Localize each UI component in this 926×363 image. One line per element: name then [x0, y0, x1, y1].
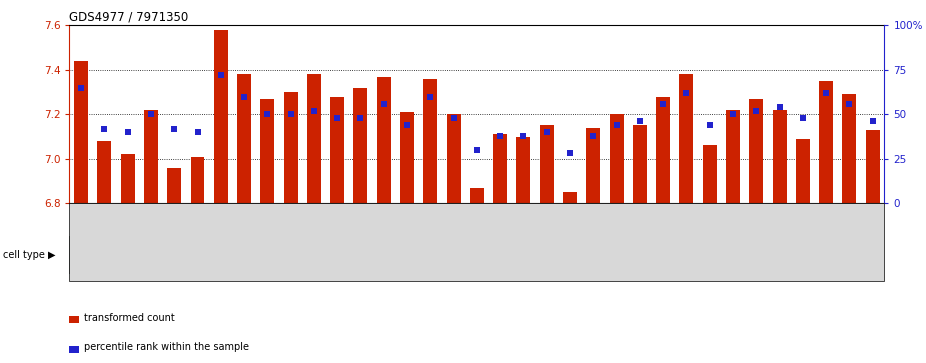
Text: cell type: cell type	[3, 250, 44, 260]
Bar	[517, 136, 531, 203]
Bar	[563, 192, 577, 203]
Text: percentile rank within the sample: percentile rank within the sample	[84, 342, 249, 352]
Point	[423, 94, 438, 99]
Bar	[749, 99, 763, 203]
Point	[609, 122, 624, 128]
Point	[842, 101, 857, 107]
Bar	[186, 236, 465, 274]
Bar	[866, 130, 880, 203]
Bar	[843, 94, 857, 203]
Point	[632, 119, 647, 125]
Point	[446, 115, 461, 121]
Bar	[423, 79, 437, 203]
Bar	[446, 114, 460, 203]
Bar	[680, 74, 694, 203]
Point	[144, 111, 158, 117]
Text: GDS4977 / 7971350: GDS4977 / 7971350	[69, 11, 189, 24]
Bar	[628, 236, 884, 274]
Text: germinal center B
cell healthy: germinal center B cell healthy	[87, 245, 169, 265]
Point	[586, 133, 601, 139]
Point	[376, 101, 391, 107]
Point	[539, 129, 554, 135]
Bar	[377, 77, 391, 203]
Point	[353, 115, 368, 121]
Bar	[237, 74, 251, 203]
Point	[726, 111, 741, 117]
Bar	[69, 236, 186, 274]
Point	[469, 147, 484, 153]
Bar	[144, 110, 158, 203]
Point	[679, 90, 694, 96]
Bar	[632, 126, 647, 203]
Text: tumor cell NLPHL: tumor cell NLPHL	[287, 250, 365, 260]
Point	[563, 151, 578, 156]
Bar	[400, 112, 414, 203]
Text: transformed count: transformed count	[84, 313, 175, 323]
Bar	[214, 30, 228, 203]
Bar	[465, 236, 628, 274]
Point	[772, 104, 787, 110]
Bar	[307, 74, 321, 203]
Point	[190, 129, 205, 135]
Bar	[120, 154, 134, 203]
Bar	[795, 139, 810, 203]
Point	[865, 119, 880, 125]
Point	[493, 133, 507, 139]
Bar	[69, 346, 79, 353]
Bar	[586, 128, 600, 203]
Point	[307, 108, 321, 114]
Bar	[191, 156, 205, 203]
Bar	[168, 168, 181, 203]
Point	[213, 72, 228, 78]
Point	[74, 85, 89, 90]
Point	[702, 122, 717, 128]
Point	[120, 129, 135, 135]
Bar	[772, 110, 786, 203]
Point	[283, 111, 298, 117]
Point	[260, 111, 275, 117]
Text: tumor cell THRLBCL: tumor cell THRLBCL	[711, 250, 801, 260]
Point	[749, 108, 764, 114]
Bar	[97, 141, 111, 203]
Bar	[354, 87, 368, 203]
Bar	[703, 146, 717, 203]
Bar	[657, 97, 670, 203]
Bar	[609, 114, 623, 203]
Point	[819, 90, 833, 96]
Text: ▶: ▶	[48, 250, 56, 260]
Point	[167, 126, 181, 131]
Bar	[331, 97, 344, 203]
Point	[400, 122, 415, 128]
Bar	[69, 317, 79, 323]
Text: tumor cell THRLBCL-like NLPHL: tumor cell THRLBCL-like NLPHL	[477, 250, 617, 260]
Bar	[283, 92, 297, 203]
Point	[656, 101, 670, 107]
Point	[237, 94, 252, 99]
Point	[795, 115, 810, 121]
Bar	[494, 134, 507, 203]
Bar	[74, 61, 88, 203]
Point	[330, 115, 344, 121]
Point	[516, 133, 531, 139]
Bar	[540, 126, 554, 203]
Bar	[469, 188, 484, 203]
Bar	[820, 81, 833, 203]
Point	[97, 126, 112, 131]
Bar	[726, 110, 740, 203]
Bar	[260, 99, 274, 203]
